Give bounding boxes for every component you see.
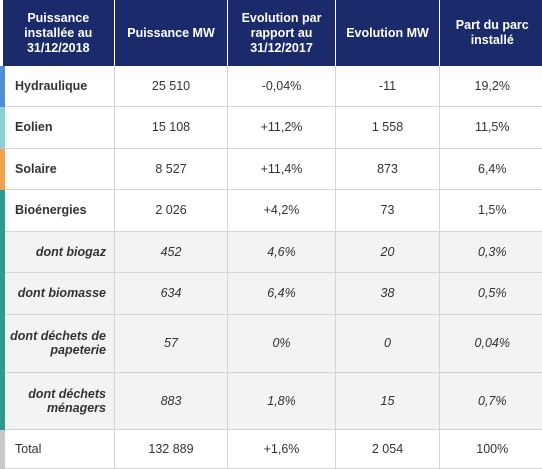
row-evolution-mw: 38 (336, 272, 440, 314)
row-evolution-pct: 1,8% (228, 372, 336, 429)
row-share: 19,2% (440, 66, 542, 106)
row-power: 8 527 (115, 148, 228, 189)
row-share: 11,5% (440, 106, 542, 148)
row-label: dont biogaz (3, 231, 115, 272)
header-power: Puissance MW (115, 0, 228, 66)
row-evolution-mw: 20 (336, 231, 440, 272)
row-power: 25 510 (115, 66, 228, 106)
row-power: 132 889 (115, 429, 228, 468)
row-evolution-mw: -11 (336, 66, 440, 106)
row-label: Total (3, 429, 115, 468)
row-evolution-mw: 873 (336, 148, 440, 189)
header-evolution-mw: Evolution MW (336, 0, 440, 66)
row-label: dont déchets de papeterie (3, 314, 115, 372)
row-share: 0,5% (440, 272, 542, 314)
row-power: 883 (115, 372, 228, 429)
row-label: dont biomasse (3, 272, 115, 314)
row-evolution-pct: -0,04% (228, 66, 336, 106)
row-share: 1,5% (440, 189, 542, 231)
row-evolution-mw: 15 (336, 372, 440, 429)
row-label: Solaire (3, 148, 115, 189)
row-power: 634 (115, 272, 228, 314)
row-evolution-mw: 2 054 (336, 429, 440, 468)
header-row: Puissance installée au 31/12/2018 Puissa… (3, 0, 542, 66)
row-label: dont déchets ménagers (3, 372, 115, 429)
header-share: Part du parc installé (440, 0, 542, 66)
row-evolution-pct: +1,6% (228, 429, 336, 468)
row-share: 0,3% (440, 231, 542, 272)
table-header: Puissance installée au 31/12/2018 Puissa… (3, 0, 542, 66)
row-evolution-pct: 0% (228, 314, 336, 372)
row-share: 6,4% (440, 148, 542, 189)
row-evolution-mw: 1 558 (336, 106, 440, 148)
row-evolution-pct: +11,2% (228, 106, 336, 148)
row-evolution-pct: +4,2% (228, 189, 336, 231)
row-power: 2 026 (115, 189, 228, 231)
header-category: Puissance installée au 31/12/2018 (3, 0, 115, 66)
row-evolution-mw: 73 (336, 189, 440, 231)
header-evolution-pct: Evolution par rapport au 31/12/2017 (228, 0, 336, 66)
row-power: 57 (115, 314, 228, 372)
row-label: Bioénergies (3, 189, 115, 231)
row-share: 0,04% (440, 314, 542, 372)
row-evolution-pct: +11,4% (228, 148, 336, 189)
row-label: Eolien (3, 106, 115, 148)
row-power: 452 (115, 231, 228, 272)
row-share: 0,7% (440, 372, 542, 429)
row-share: 100% (440, 429, 542, 468)
row-evolution-mw: 0 (336, 314, 440, 372)
row-evolution-pct: 6,4% (228, 272, 336, 314)
row-power: 15 108 (115, 106, 228, 148)
row-label: Hydraulique (3, 66, 115, 106)
row-evolution-pct: 4,6% (228, 231, 336, 272)
